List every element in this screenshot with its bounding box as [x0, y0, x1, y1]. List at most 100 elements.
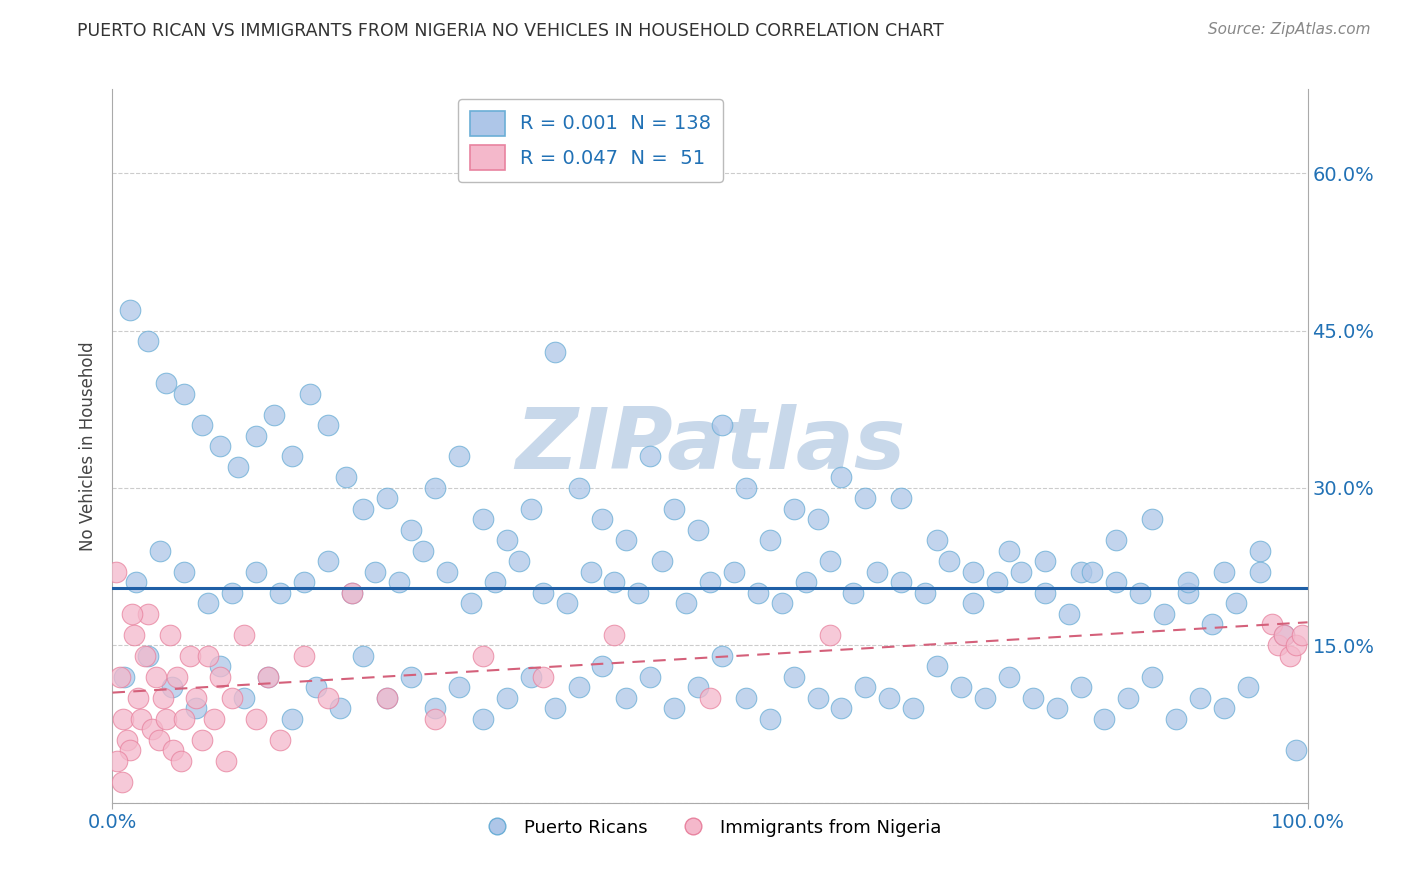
Point [831, 701, 853, 715]
Point [770, 596, 793, 610]
Point [121, 607, 143, 621]
Point [353, 648, 375, 663]
Point [186, 690, 208, 705]
Point [269, 732, 291, 747]
Point [1285, 743, 1308, 757]
Point [890, 491, 912, 506]
Point [603, 575, 626, 590]
Point [1225, 596, 1247, 610]
Point [305, 681, 328, 695]
Point [226, 460, 249, 475]
Point [1057, 607, 1080, 621]
Point [472, 512, 495, 526]
Point [1201, 617, 1223, 632]
Point [1142, 512, 1164, 526]
Point [1285, 639, 1308, 653]
Point [1249, 544, 1271, 558]
Point [316, 417, 339, 432]
Point [162, 681, 183, 695]
Point [484, 575, 506, 590]
Point [890, 575, 912, 590]
Point [1177, 586, 1199, 600]
Point [173, 565, 195, 579]
Point [1237, 681, 1260, 695]
Point [627, 586, 650, 600]
Point [1094, 712, 1116, 726]
Point [401, 670, 423, 684]
Point [169, 754, 191, 768]
Point [340, 586, 363, 600]
Point [831, 470, 853, 484]
Point [472, 712, 495, 726]
Point [186, 701, 208, 715]
Point [675, 596, 697, 610]
Point [568, 681, 591, 695]
Point [425, 712, 447, 726]
Point [903, 701, 925, 715]
Point [759, 712, 782, 726]
Point [1022, 690, 1045, 705]
Point [651, 554, 673, 568]
Point [125, 575, 148, 590]
Point [114, 670, 135, 684]
Point [316, 554, 339, 568]
Point [543, 344, 565, 359]
Point [129, 712, 152, 726]
Point [292, 575, 315, 590]
Point [496, 690, 519, 705]
Point [1105, 533, 1128, 548]
Point [543, 701, 565, 715]
Point [221, 690, 243, 705]
Point [159, 628, 181, 642]
Point [1189, 690, 1212, 705]
Point [927, 659, 949, 673]
Point [460, 596, 482, 610]
Point [592, 512, 614, 526]
Point [1261, 617, 1284, 632]
Point [531, 586, 554, 600]
Point [711, 417, 734, 432]
Point [233, 628, 256, 642]
Point [329, 701, 352, 715]
Point [1033, 586, 1056, 600]
Point [508, 554, 530, 568]
Point [1267, 639, 1289, 653]
Point [664, 701, 686, 715]
Point [173, 712, 195, 726]
Point [245, 712, 267, 726]
Point [735, 481, 758, 495]
Point [986, 575, 1008, 590]
Point [281, 450, 304, 464]
Point [155, 376, 177, 390]
Point [1105, 575, 1128, 590]
Point [1142, 670, 1164, 684]
Point [938, 554, 960, 568]
Point [866, 565, 889, 579]
Point [579, 565, 602, 579]
Point [377, 491, 399, 506]
Point [927, 533, 949, 548]
Point [111, 774, 134, 789]
Point [472, 648, 495, 663]
Point [115, 732, 138, 747]
Point [162, 743, 184, 757]
Point [759, 533, 782, 548]
Point [664, 502, 686, 516]
Point [974, 690, 997, 705]
Point [377, 690, 399, 705]
Point [436, 565, 458, 579]
Point [221, 586, 243, 600]
Point [108, 670, 131, 684]
Point [531, 670, 554, 684]
Point [855, 681, 877, 695]
Point [616, 533, 638, 548]
Point [640, 450, 662, 464]
Point [555, 596, 578, 610]
Point [603, 628, 626, 642]
Point [316, 690, 339, 705]
Point [520, 670, 543, 684]
Point [807, 512, 830, 526]
Point [202, 712, 225, 726]
Point [592, 659, 614, 673]
Point [173, 386, 195, 401]
